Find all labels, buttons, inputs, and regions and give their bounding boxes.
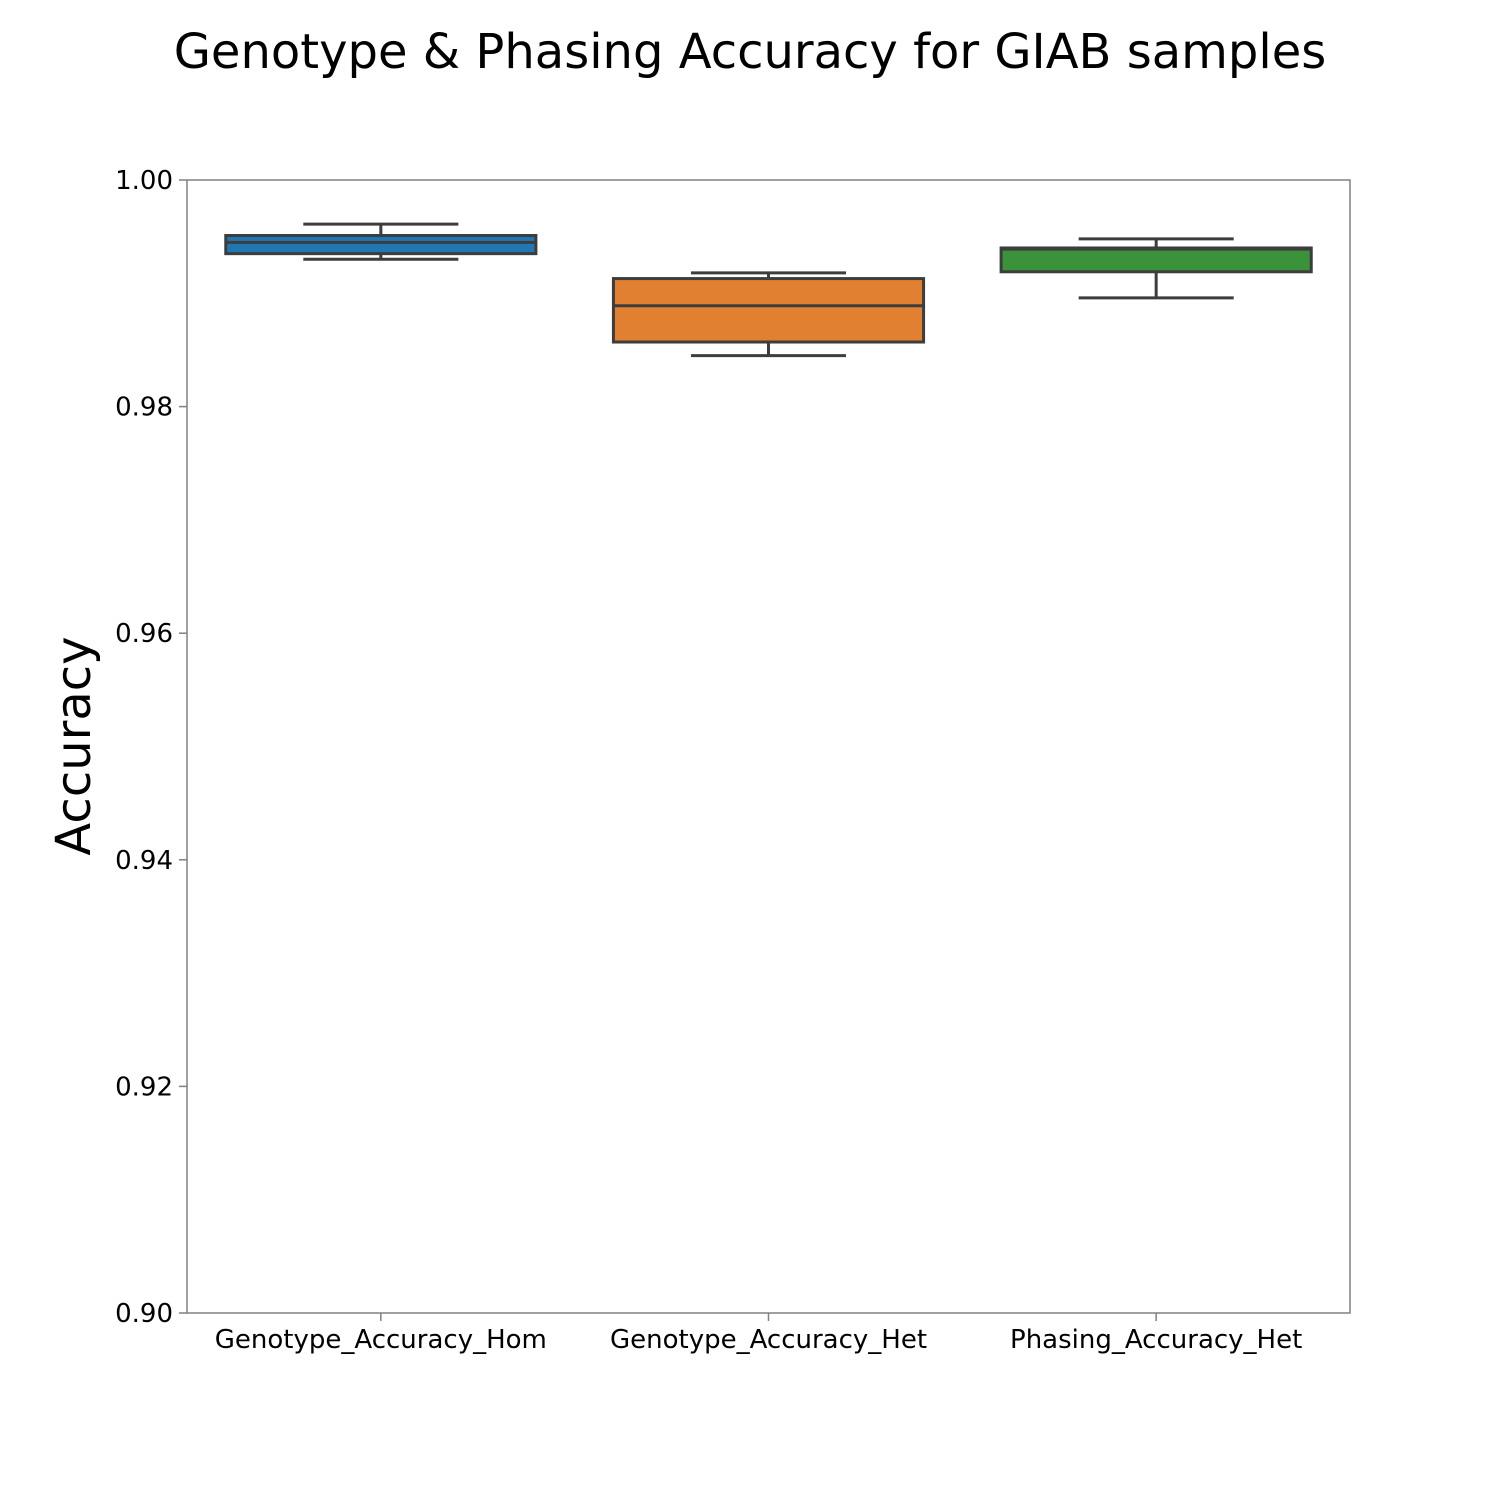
box-Phasing_Accuracy_Het: [999, 237, 1313, 300]
box-Genotype_Accuracy_Het: [611, 271, 926, 358]
x-tick-label: Genotype_Accuracy_Het: [610, 1325, 927, 1355]
y-axis-ticks: 0.90 0.92 0.94 0.96 0.98 1.00: [115, 166, 187, 1329]
box-Genotype_Accuracy_Hom: [224, 222, 538, 261]
boxes: [224, 222, 1313, 358]
y-tick-label: 0.92: [115, 1072, 173, 1102]
y-tick-label: 0.96: [115, 619, 173, 649]
x-axis-ticks: Genotype_Accuracy_Hom Genotype_Accuracy_H…: [215, 1313, 1302, 1355]
box-iqr: [999, 246, 1313, 274]
chart-title: Genotype & Phasing Accuracy for GIAB sam…: [174, 24, 1327, 80]
y-axis-label: Accuracy: [46, 636, 102, 855]
y-tick-label: 0.94: [115, 846, 173, 876]
x-tick-label: Phasing_Accuracy_Het: [1010, 1325, 1302, 1355]
plot-frame: [186, 179, 1351, 1314]
y-tick-label: 0.90: [115, 1299, 173, 1329]
y-tick-label: 0.98: [115, 393, 173, 423]
box-iqr: [611, 277, 926, 344]
x-tick-label: Genotype_Accuracy_Hom: [215, 1325, 547, 1355]
box-iqr: [224, 234, 538, 256]
y-tick-label: 1.00: [115, 166, 173, 196]
